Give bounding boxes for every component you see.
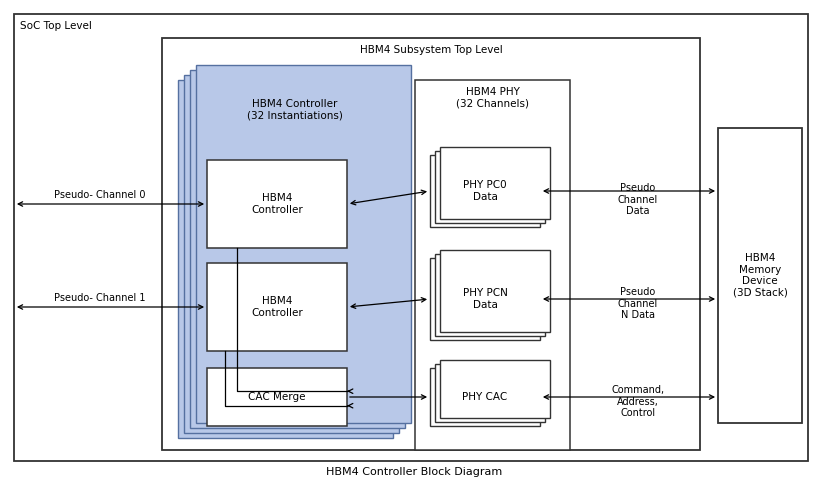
Bar	[184, 75, 398, 433]
Bar	[207, 263, 347, 351]
Text: Pseudo
Channel
N Data: Pseudo Channel N Data	[617, 287, 657, 320]
Text: HBM4 Controller
(32 Instantiations): HBM4 Controller (32 Instantiations)	[246, 99, 342, 121]
Text: HBM4 PHY
(32 Channels): HBM4 PHY (32 Channels)	[455, 87, 528, 109]
Text: Pseudo- Channel 1: Pseudo- Channel 1	[54, 293, 146, 303]
Bar	[195, 65, 411, 423]
Text: PHY CAC: PHY CAC	[462, 392, 507, 402]
Bar	[430, 258, 539, 340]
Bar	[440, 360, 549, 418]
Text: Pseudo- Channel 0: Pseudo- Channel 0	[54, 190, 146, 200]
Text: CAC Merge: CAC Merge	[248, 392, 306, 402]
Bar	[435, 151, 544, 223]
Bar	[440, 147, 549, 219]
Bar	[178, 80, 392, 438]
Bar	[430, 368, 539, 426]
Text: Pseudo
Channel
Data: Pseudo Channel Data	[617, 183, 657, 216]
Bar	[207, 368, 347, 426]
Bar	[415, 80, 570, 450]
Text: Command,
Address,
Control: Command, Address, Control	[611, 385, 664, 418]
Text: GEEKNETIC: GEEKNETIC	[538, 424, 661, 444]
Bar	[717, 128, 801, 423]
Bar	[207, 160, 347, 248]
Bar	[435, 254, 544, 336]
Text: HBM4
Controller: HBM4 Controller	[251, 193, 302, 215]
Text: HBM4
Memory
Device
(3D Stack): HBM4 Memory Device (3D Stack)	[732, 253, 787, 298]
Bar	[435, 364, 544, 422]
Bar	[440, 250, 549, 332]
Text: SoC Top Level: SoC Top Level	[20, 21, 92, 31]
Text: PHY PCN
Data: PHY PCN Data	[462, 288, 507, 310]
Text: HBM4 Subsystem Top Level: HBM4 Subsystem Top Level	[359, 45, 502, 55]
Bar	[161, 38, 699, 450]
Text: HBM4
Controller: HBM4 Controller	[251, 296, 302, 318]
Bar	[430, 155, 539, 227]
Text: HBM4 Controller Block Diagram: HBM4 Controller Block Diagram	[326, 467, 502, 477]
Text: PHY PC0
Data: PHY PC0 Data	[463, 180, 506, 202]
Bar	[190, 70, 405, 428]
